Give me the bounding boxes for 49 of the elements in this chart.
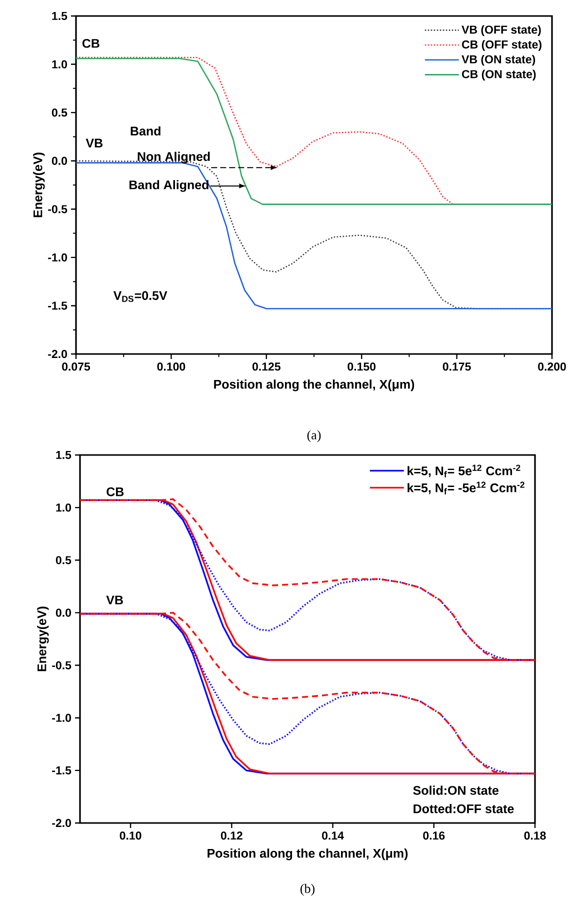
x-tick-label: 0.10 — [120, 832, 142, 840]
x-tick-label: 0.12 — [220, 832, 242, 840]
y-tick-label: -0.5 — [52, 661, 72, 670]
legend-label: CB (ON state) — [462, 70, 536, 80]
y-tick-label: 1.0 — [52, 60, 67, 68]
x-axis-title: Position along the channel, X(μm) — [208, 848, 408, 860]
y-tick-label: -1.0 — [52, 714, 71, 722]
legend-label: VB (OFF state) — [462, 25, 541, 36]
text: (b) — [300, 884, 315, 896]
annotation: Solid:ON state — [413, 786, 498, 795]
y-tick-label: 1.5 — [56, 450, 72, 460]
annotation: Dotted:OFF state — [414, 804, 514, 814]
x-tick-label: 0.16 — [423, 832, 445, 840]
legend-label: VB (ON state) — [462, 54, 536, 66]
annotation: CB — [82, 38, 100, 48]
x-axis-title: Position along the channel, X(μm) — [214, 380, 414, 392]
y-tick-label: -1.5 — [48, 302, 68, 310]
y-tick-label: -1.0 — [48, 253, 67, 262]
annotation: Non Aligned — [138, 152, 210, 164]
legend-label: k=5, N$_{f}$= -5e$^{12}$ Ccm$^{-2}$ — [408, 482, 524, 494]
y-tick-label: 1.0 — [56, 504, 71, 512]
y-tick-label: -2.0 — [52, 818, 71, 828]
annotation: CB — [106, 487, 124, 496]
y-tick-label: 1.5 — [52, 12, 68, 20]
annotation: Band — [130, 126, 160, 136]
x-tick-label: 0.14 — [322, 832, 344, 840]
x-tick-label: 0.18 — [524, 832, 546, 840]
y-axis-title: Energy(eV) — [33, 152, 45, 218]
x-tick-label: 0.150 — [348, 362, 376, 371]
y-tick-label: 0.5 — [52, 108, 68, 117]
y-tick-label: -1.5 — [52, 766, 72, 774]
annotation: VB — [106, 596, 123, 604]
annotation: V$_{DS}$=0.5V — [113, 291, 168, 302]
legend-label: k=5, N$_{f}$= 5e$^{12}$ Ccm$^{-2}$ — [408, 464, 520, 478]
x-tick-label: 0.175 — [442, 362, 471, 371]
text: (a) — [307, 430, 321, 442]
annotation: Band Aligned — [130, 180, 208, 192]
x-tick-label: 0.125 — [252, 362, 280, 371]
legend-label: CB (OFF state) — [462, 40, 542, 51]
y-axis-title: Energy(eV) — [37, 606, 49, 672]
annotation: VB — [86, 138, 103, 148]
y-tick-label: 0.0 — [56, 608, 71, 617]
x-tick-label: 0.075 — [62, 362, 90, 371]
y-tick-label: 0.5 — [56, 556, 72, 564]
x-tick-label: 0.100 — [157, 362, 186, 371]
y-tick-label: -0.5 — [48, 205, 68, 214]
y-tick-label: 0.0 — [52, 156, 67, 165]
y-tick-label: -2.0 — [48, 350, 67, 358]
x-tick-label: 0.200 — [538, 362, 566, 371]
